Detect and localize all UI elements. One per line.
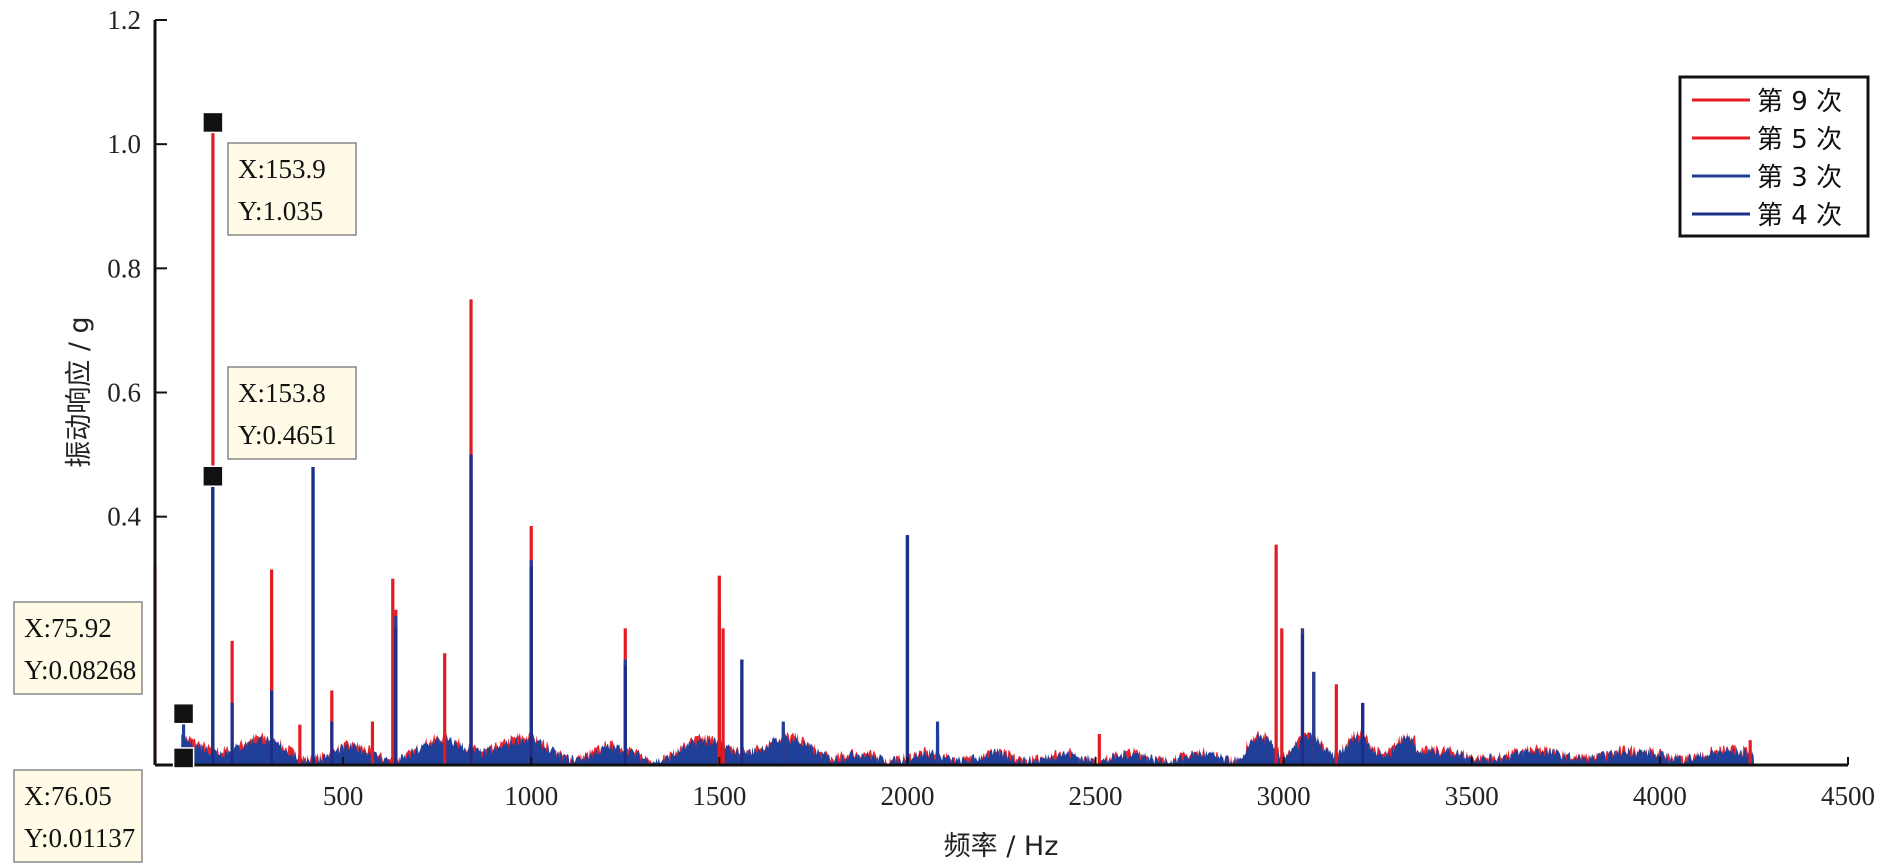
datatip-box xyxy=(13,769,143,863)
datatip-box xyxy=(227,142,357,236)
y-tick-label: 1.0 xyxy=(107,129,141,159)
x-tick-label: 3000 xyxy=(1257,781,1311,811)
y-tick-label: 0.4 xyxy=(107,502,141,532)
datatip-x-label: X:75.92 xyxy=(24,613,112,643)
datatip-x-label: X:76.05 xyxy=(24,781,112,811)
legend-item[interactable]: 第 9 次 xyxy=(1692,87,1842,117)
axes xyxy=(153,20,1848,767)
x-axis-title: 频率 / Hz xyxy=(944,831,1059,862)
datatip-x-label: X:153.9 xyxy=(238,154,326,184)
datatip-y-label: Y:0.4651 xyxy=(238,420,337,450)
x-tick-label: 2000 xyxy=(880,781,934,811)
legend-label: 第 5 次 xyxy=(1757,125,1842,155)
x-tick-label: 1500 xyxy=(692,781,746,811)
datatip-marker[interactable] xyxy=(202,111,224,134)
legend-label: 第 9 次 xyxy=(1757,87,1842,117)
x-tick-label: 1000 xyxy=(504,781,558,811)
datatip-y-label: Y:0.08268 xyxy=(24,655,136,685)
legend-item[interactable]: 第 4 次 xyxy=(1692,201,1842,231)
legend-label: 第 4 次 xyxy=(1757,201,1842,231)
ticks: 500 1000 1500 2000 2500 3000 3500 4000 4500 0.4 0.… xyxy=(107,5,1875,811)
datatip-x-label: X:153.8 xyxy=(238,378,326,408)
plot-area xyxy=(153,122,1754,765)
y-tick-label: 1.2 xyxy=(107,5,141,35)
x-tick-label: 500 xyxy=(323,781,364,811)
legend-item[interactable]: 第 5 次 xyxy=(1692,125,1842,155)
x-tick-label: 4000 xyxy=(1633,781,1687,811)
datatip[interactable]: X:153.8 Y:0.4651 xyxy=(202,366,357,488)
datatips: X:153.9 Y:1.035 X:153.8 Y:0.4651 X:75.92 Y:0.… xyxy=(13,111,357,863)
legend-box xyxy=(1678,75,1870,238)
legend-item[interactable]: 第 3 次 xyxy=(1692,163,1842,193)
x-tick-label: 2500 xyxy=(1069,781,1123,811)
datatip[interactable]: X:153.9 Y:1.035 xyxy=(202,111,357,236)
datatip-y-label: Y:1.035 xyxy=(238,196,323,226)
legend-label: 第 3 次 xyxy=(1757,163,1842,193)
datatip-y-label: Y:0.01137 xyxy=(24,823,135,853)
series-fill xyxy=(181,732,1754,765)
datatip-marker[interactable] xyxy=(202,465,224,488)
x-tick-label: 4500 xyxy=(1821,781,1875,811)
x-tick-label: 3500 xyxy=(1445,781,1499,811)
datatip-box xyxy=(13,601,143,695)
y-axis-title: 振动响应 / g xyxy=(64,316,95,467)
datatip[interactable]: X:75.92 Y:0.08268 xyxy=(13,601,195,725)
y-tick-label: 0.8 xyxy=(107,253,141,283)
datatip-marker[interactable] xyxy=(172,702,195,725)
y-tick-label: 0.6 xyxy=(107,378,141,408)
legend: 第 9 次第 5 次第 3 次第 4 次 xyxy=(1678,75,1870,238)
datatip[interactable]: X:76.05 Y:0.01137 xyxy=(13,747,195,863)
datatip-box xyxy=(227,366,357,460)
datatip-marker[interactable] xyxy=(172,747,195,769)
